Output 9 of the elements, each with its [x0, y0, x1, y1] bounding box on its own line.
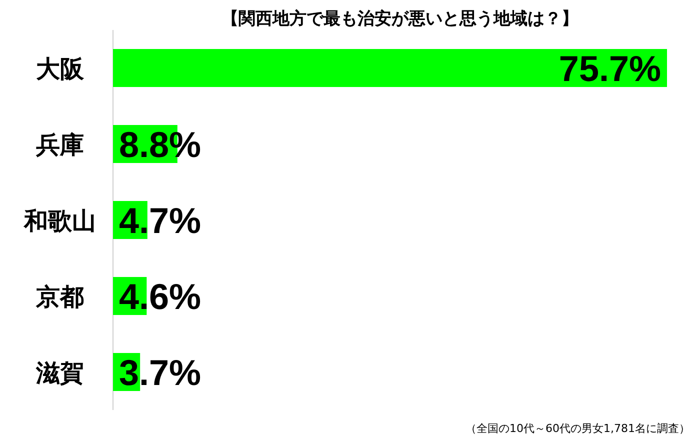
y-tick-label: 大阪: [36, 55, 85, 83]
y-tick-label: 京都: [35, 283, 84, 311]
text: （全国の10代～60代の男女1,781名に調査）: [466, 422, 690, 435]
data-label: 75.7%: [558, 48, 661, 89]
y-tick-label: 和歌山: [23, 207, 96, 235]
bar: [113, 49, 667, 87]
y-tick-label: 兵庫: [35, 131, 84, 159]
chart-title: 【関西地方で最も治安が悪いと思う地域は？】: [222, 9, 578, 29]
y-tick-label: 滋賀: [35, 359, 84, 387]
